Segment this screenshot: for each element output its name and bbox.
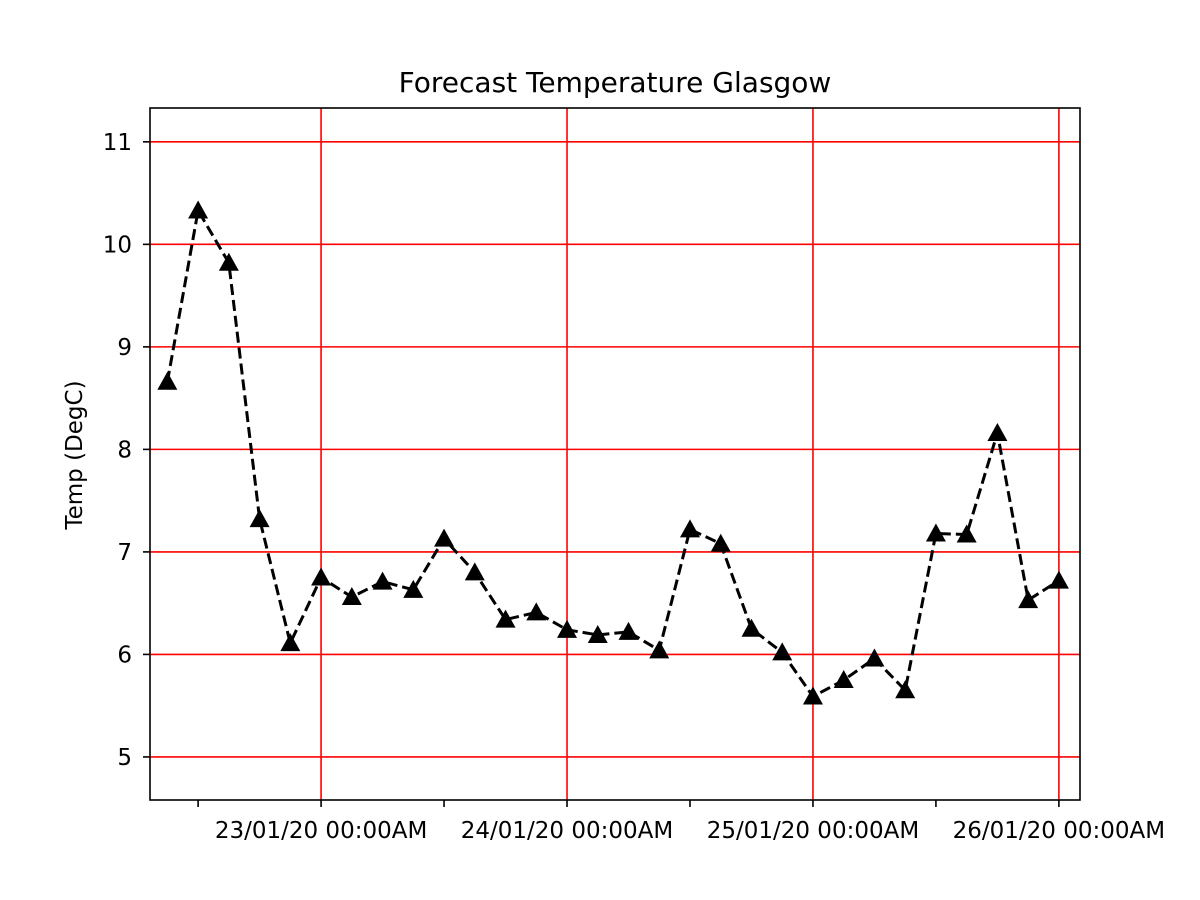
data-point-marker — [341, 587, 362, 606]
data-point-marker — [249, 509, 270, 528]
series-line — [165, 206, 1060, 699]
y-tick-label: 11 — [103, 130, 132, 156]
data-point-marker — [587, 624, 608, 643]
data-point-marker — [710, 533, 731, 552]
data-point-marker — [772, 642, 793, 661]
data-point-marker — [895, 680, 916, 699]
data-point-marker — [1018, 590, 1039, 609]
data-point-marker — [1048, 570, 1069, 589]
data-point-marker — [495, 609, 516, 628]
data-point-marker — [403, 579, 424, 598]
plot-frame — [149, 107, 1081, 801]
data-point-marker — [864, 648, 885, 667]
data-point-marker — [218, 252, 239, 271]
series-group — [157, 200, 1069, 705]
x-tick-label: 23/01/20 00:00AM — [215, 818, 427, 844]
data-point-marker — [618, 621, 639, 640]
data-point-marker — [925, 523, 946, 542]
y-tick-label: 9 — [117, 335, 132, 361]
x-tick-label: 24/01/20 00:00AM — [461, 818, 673, 844]
data-point-marker — [679, 519, 700, 538]
data-point-marker — [372, 571, 393, 590]
data-point-marker — [526, 602, 547, 621]
data-point-marker — [464, 562, 485, 581]
data-point-marker — [188, 200, 209, 219]
data-point-marker — [311, 567, 332, 586]
x-tick-label: 25/01/20 00:00AM — [707, 818, 919, 844]
data-point-marker — [557, 619, 578, 638]
y-axis-label: Temp (DegC) — [62, 380, 88, 530]
data-point-marker — [802, 686, 823, 705]
data-point-marker — [280, 633, 301, 652]
y-tick-label: 7 — [117, 540, 132, 566]
data-point-marker — [157, 371, 178, 390]
y-tick-label: 8 — [117, 437, 132, 463]
y-tick-label: 10 — [103, 232, 132, 258]
data-point-marker — [741, 618, 762, 637]
x-tick-label: 26/01/20 00:00AM — [953, 818, 1165, 844]
data-point-marker — [434, 528, 455, 547]
data-point-marker — [649, 640, 670, 659]
y-tick-label: 6 — [117, 642, 132, 668]
y-tick-label: 5 — [117, 745, 132, 771]
axis-ticks: 5 6 7 8 9 10 11 23/01/20 00:00AM 24/01/20 00:00A… — [103, 130, 1165, 844]
data-point-marker — [833, 670, 854, 689]
chart-title: Forecast Temperature Glasgow — [399, 66, 832, 99]
data-point-marker — [956, 524, 977, 543]
data-point-marker — [987, 422, 1008, 441]
grid-lines — [150, 108, 1080, 800]
